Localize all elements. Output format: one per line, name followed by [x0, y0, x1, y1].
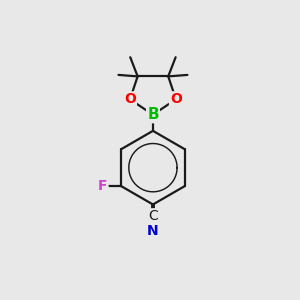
Text: F: F	[98, 179, 108, 193]
Text: B: B	[147, 107, 159, 122]
Text: O: O	[170, 92, 182, 106]
Text: N: N	[147, 224, 159, 238]
Text: O: O	[124, 92, 136, 106]
Text: C: C	[148, 209, 158, 223]
